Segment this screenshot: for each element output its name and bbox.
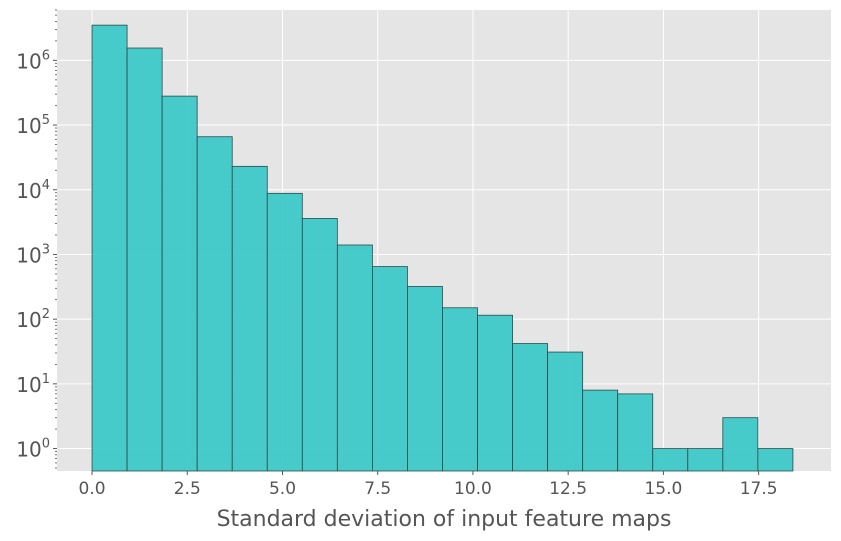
x-axis-ticks: 0.0 2.5 5.0 7.5 10.0 12.5 15.0 17.5 bbox=[79, 471, 778, 499]
histogram-bar bbox=[617, 393, 654, 472]
y-tick-label: 101 bbox=[16, 372, 50, 397]
y-tick-label: 105 bbox=[16, 113, 50, 138]
x-axis-label: Standard deviation of input feature maps bbox=[217, 507, 672, 532]
histogram-bar bbox=[196, 136, 233, 472]
histogram-bar bbox=[477, 314, 513, 472]
x-tick-label: 17.5 bbox=[740, 479, 778, 499]
histogram-bar bbox=[231, 165, 268, 472]
x-tick-label: 7.5 bbox=[364, 479, 391, 499]
histogram-bar bbox=[722, 417, 759, 472]
y-tick-label: 103 bbox=[16, 242, 50, 267]
x-tick-label: 5.0 bbox=[269, 479, 296, 499]
y-axis-ticks: 100 101 102 103 104 105 106 bbox=[16, 9, 57, 469]
y-tick-label: 104 bbox=[16, 178, 50, 203]
histogram-bar bbox=[301, 218, 338, 472]
histogram-bar bbox=[126, 47, 163, 472]
x-tick-label: 12.5 bbox=[549, 479, 587, 499]
histogram-bar bbox=[371, 266, 408, 472]
y-tick-label: 106 bbox=[16, 48, 50, 73]
x-tick-label: 15.0 bbox=[644, 479, 682, 499]
histogram-bar bbox=[512, 343, 549, 472]
histogram-bar bbox=[161, 95, 198, 472]
histogram-bar bbox=[407, 286, 443, 472]
histogram-bar bbox=[336, 244, 373, 472]
histogram-bar bbox=[652, 448, 689, 472]
histogram-bar bbox=[757, 448, 794, 472]
histogram-bar bbox=[687, 448, 724, 472]
histogram-bar bbox=[442, 307, 478, 472]
x-tick-label: 2.5 bbox=[174, 479, 201, 499]
histogram-bar bbox=[91, 24, 128, 472]
histogram-bar bbox=[582, 389, 619, 472]
histogram-bars bbox=[91, 24, 794, 472]
y-tick-label: 102 bbox=[16, 307, 50, 332]
histogram-bar bbox=[547, 351, 584, 472]
histogram-bar bbox=[266, 192, 303, 472]
y-tick-label: 100 bbox=[16, 437, 50, 462]
x-tick-label: 10.0 bbox=[454, 479, 492, 499]
x-tick-label: 0.0 bbox=[79, 479, 106, 499]
